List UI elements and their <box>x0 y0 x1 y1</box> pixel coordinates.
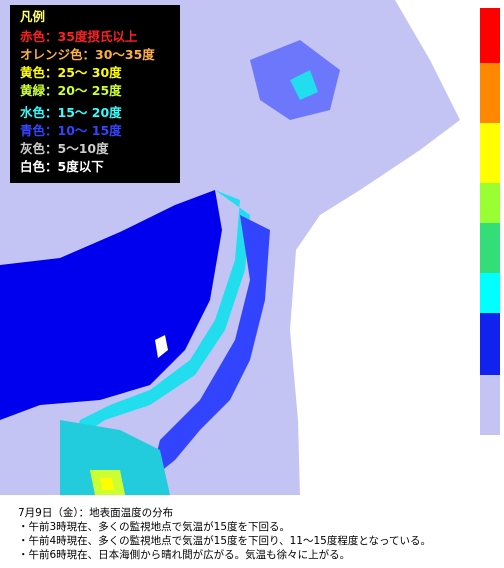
color-swatch <box>480 223 500 273</box>
color-swatch <box>480 183 500 223</box>
sea-cold <box>0 190 222 420</box>
caption-note: ・午前4時現在、多くの監視地点で気温が15度を下回り、11～15度程度となってい… <box>18 534 431 547</box>
coast-warm <box>75 190 250 440</box>
color-swatch <box>480 273 500 313</box>
north-warm <box>290 70 318 100</box>
color-swatch <box>480 63 500 123</box>
color-swatch <box>480 123 500 183</box>
legend-item: 赤色：35度摂氏以上 <box>20 29 138 44</box>
color-swatch <box>480 8 500 63</box>
island <box>155 335 168 358</box>
south-hottest <box>100 478 114 490</box>
legend-item: 灰色：5～10度 <box>20 141 109 156</box>
legend-box <box>10 5 180 183</box>
legend-item: 白色：5度以下 <box>20 159 104 174</box>
map <box>0 0 470 495</box>
color-bar <box>480 8 500 435</box>
south-warm <box>60 420 170 495</box>
legend-item: オレンジ色：30～35度 <box>20 47 155 62</box>
caption-title: 7月9日（金）：地表面温度の分布 <box>18 506 173 519</box>
legend-item: 黄緑：20～ 25度 <box>20 83 122 98</box>
legend-item: 水色：15～ 20度 <box>20 105 122 120</box>
legend-item: 青色：10～ 15度 <box>20 123 122 138</box>
legend-title: 凡例 <box>20 9 45 24</box>
ocean <box>290 0 470 495</box>
legend-item: 黄色：25～ 30度 <box>20 65 122 80</box>
caption-note: ・午前6時現在、日本海側から晴れ間が広がる。気温も徐々に上がる。 <box>18 548 350 561</box>
color-swatch <box>480 375 500 435</box>
color-swatch <box>480 313 500 375</box>
caption: 7月9日（金）：地表面温度の分布 ・午前3時現在、多くの監視地点で気温が15度を… <box>18 506 431 561</box>
inland-blue <box>150 215 270 480</box>
caption-note: ・午前3時現在、多くの監視地点で気温が15度を下回る。 <box>18 520 290 533</box>
